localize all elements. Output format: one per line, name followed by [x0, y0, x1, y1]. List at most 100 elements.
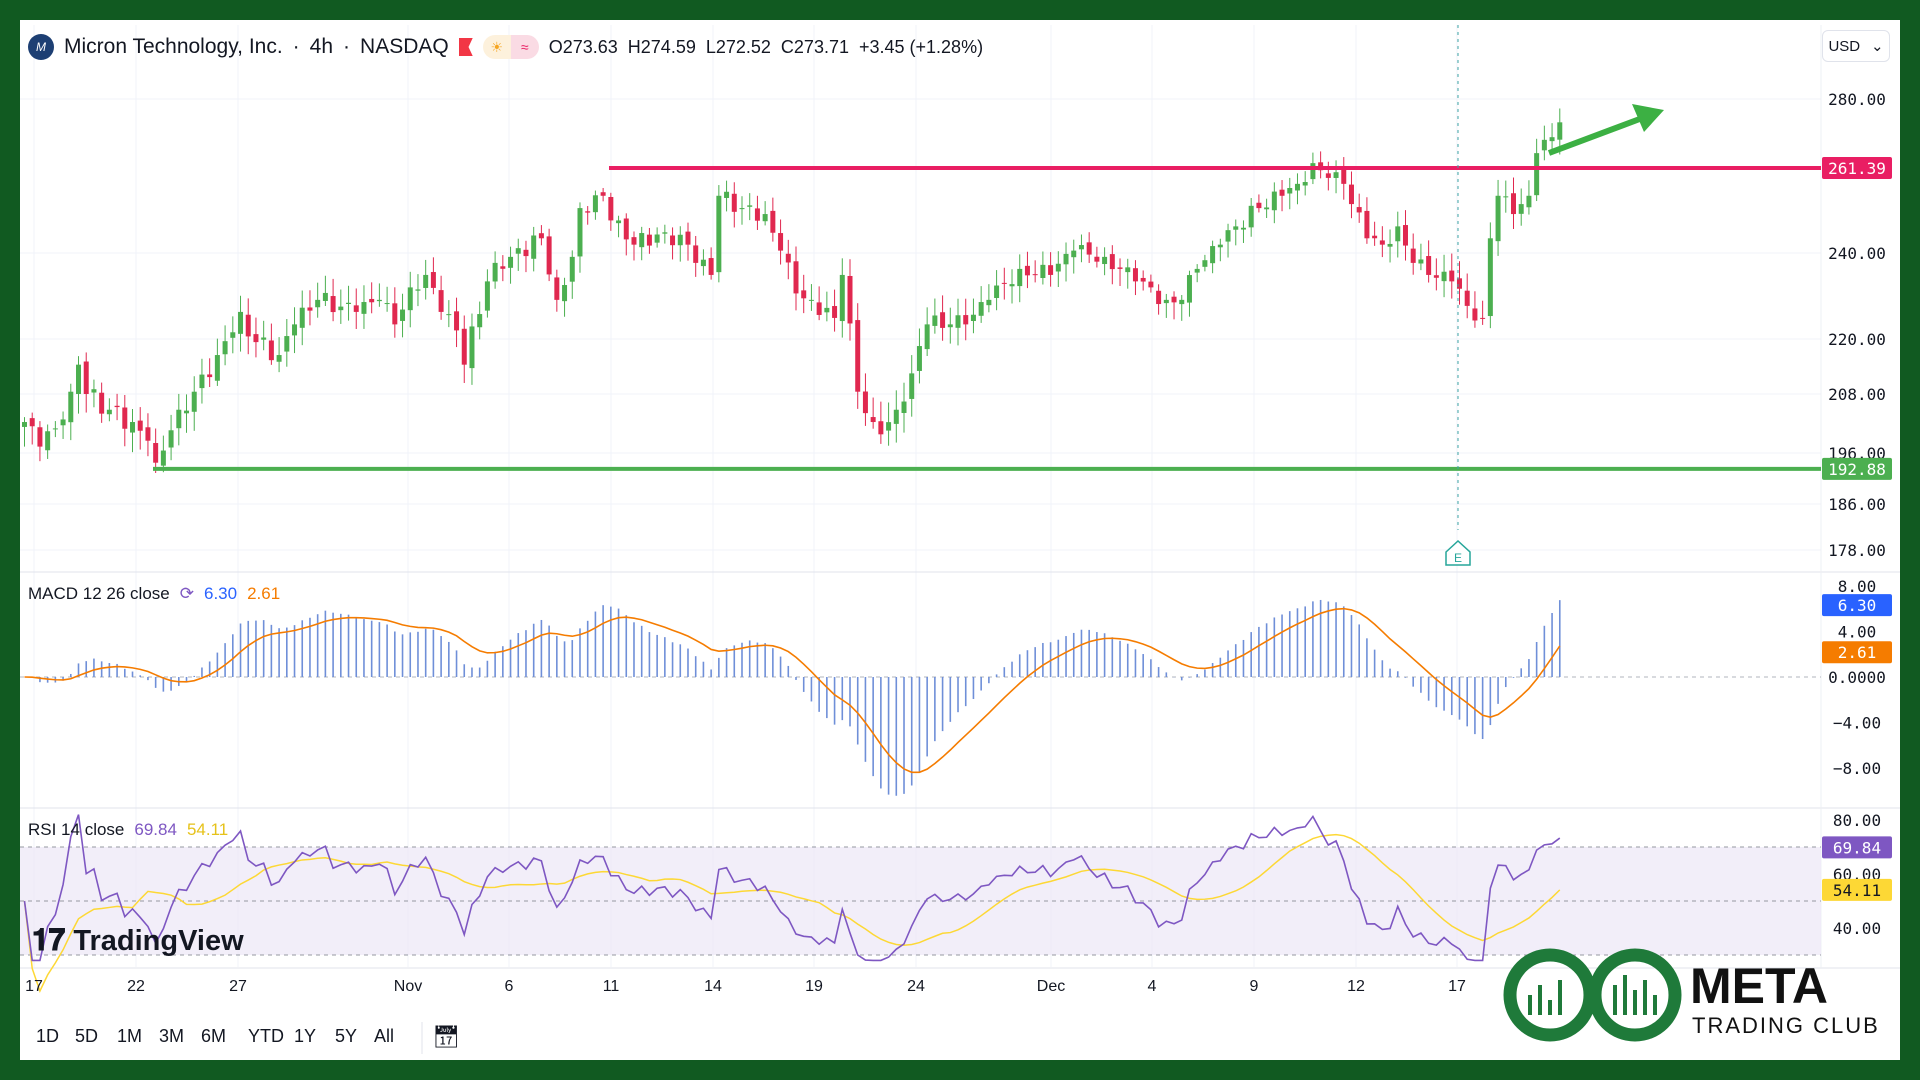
candle-body	[1402, 225, 1408, 246]
candle-body	[878, 421, 884, 435]
candle-body	[616, 220, 622, 224]
candle-body	[515, 248, 521, 254]
time-label: Nov	[393, 978, 423, 995]
time-label: 27	[229, 978, 247, 995]
resistance-price-tag-bg	[1822, 157, 1892, 179]
candle-body	[1210, 246, 1216, 264]
time-label: 4	[1147, 978, 1157, 995]
candle-body	[855, 320, 861, 392]
candle-body	[461, 328, 467, 365]
candle-body	[400, 309, 406, 321]
interval[interactable]: 4h	[309, 35, 334, 58]
range-button-1m[interactable]: 1M	[117, 1026, 143, 1046]
candle-body	[1518, 204, 1524, 214]
candle-body	[376, 299, 382, 302]
time-label: 17	[1448, 978, 1466, 995]
candle-body	[1040, 264, 1046, 279]
candle-body	[214, 355, 220, 381]
candle-body	[222, 341, 228, 355]
currency-select[interactable]: USD ⌄	[1822, 30, 1890, 62]
candle-body	[1271, 191, 1277, 211]
flag-icon[interactable]	[458, 38, 473, 56]
candle-body	[1063, 253, 1069, 265]
candle-body	[407, 287, 413, 311]
candle-body	[1503, 196, 1509, 198]
candle-body	[1410, 248, 1416, 263]
candle-body	[191, 391, 197, 412]
time-label: 24	[907, 978, 925, 995]
session-indicator[interactable]: ☀ ≈	[482, 35, 539, 59]
candle-body	[99, 392, 105, 414]
candle-body	[1341, 169, 1347, 184]
candle-body	[1495, 195, 1501, 242]
price-tick: 186.00	[1828, 495, 1886, 514]
candle-body	[808, 299, 814, 301]
price-tick: 240.00	[1828, 244, 1886, 263]
resistance-price-tag: 261.39	[1828, 159, 1886, 178]
candle-body	[238, 311, 244, 334]
candle-body	[554, 277, 560, 300]
rsi-tick: 40.00	[1833, 919, 1881, 938]
range-button-6m[interactable]: 6M	[201, 1026, 227, 1046]
candle-body	[37, 427, 43, 447]
candle-body	[1071, 250, 1077, 258]
candle-body	[994, 285, 1000, 299]
calendar-goto-icon[interactable]: 📅︎	[432, 1024, 460, 1049]
macd-value: 6.30	[203, 584, 238, 603]
candle-body	[330, 296, 336, 313]
candle-body	[816, 302, 822, 315]
macd-legend[interactable]: MACD 12 26 close ⟳ 6.30 2.61	[28, 584, 280, 604]
symbol-name[interactable]: Micron Technology, Inc.	[64, 35, 283, 58]
candle-body	[415, 289, 421, 291]
candle-body	[662, 232, 668, 234]
candle-body	[1557, 122, 1563, 140]
time-label: 12	[1347, 978, 1365, 995]
signal-value-tag: 2.61	[1838, 643, 1877, 662]
candle-body	[631, 237, 637, 245]
range-button-5d[interactable]: 5D	[75, 1026, 99, 1046]
candle-body	[492, 262, 498, 282]
range-button-1d[interactable]: 1D	[36, 1026, 60, 1046]
candle-body	[52, 428, 58, 430]
candle-body	[253, 334, 259, 343]
candle-body	[292, 324, 298, 336]
candle-body	[646, 234, 652, 246]
range-button-all[interactable]: All	[374, 1026, 395, 1046]
candle-body	[184, 410, 190, 414]
candle-body	[801, 290, 807, 299]
candle-body	[60, 419, 66, 426]
candle-body	[322, 292, 328, 301]
candle-body	[1148, 281, 1154, 288]
range-button-5y[interactable]: 5Y	[335, 1026, 358, 1046]
range-button-1y[interactable]: 1Y	[294, 1026, 317, 1046]
candle-body	[1510, 193, 1516, 215]
candle-body	[1256, 202, 1262, 209]
range-button-3m[interactable]: 3M	[159, 1026, 185, 1046]
candle-body	[778, 233, 784, 251]
candle-body	[1333, 172, 1339, 178]
candle-body	[384, 303, 390, 305]
candle-body	[909, 373, 915, 399]
rsi-legend[interactable]: RSI 14 close 69.84 54.11	[28, 820, 228, 840]
macd-tick: −8.00	[1833, 759, 1881, 778]
candle-body	[670, 235, 676, 246]
candle-body	[1225, 230, 1231, 242]
chevron-down-icon: ⌄	[1870, 38, 1884, 55]
candle-body	[1163, 299, 1169, 304]
candle-body	[1549, 137, 1555, 142]
exchange: NASDAQ	[360, 35, 449, 58]
candle-body	[91, 389, 97, 393]
candle-body	[430, 272, 436, 288]
candle-body	[145, 427, 151, 441]
candle-body	[199, 374, 205, 389]
candle-body	[1125, 267, 1131, 273]
candle-body	[731, 193, 737, 212]
candle-body	[523, 249, 529, 257]
candle-body	[762, 214, 768, 222]
candle-body	[446, 314, 452, 316]
candle-body	[1541, 139, 1547, 151]
range-button-ytd[interactable]: YTD	[248, 1026, 284, 1046]
refresh-icon[interactable]: ⟳	[179, 584, 194, 603]
tv-logo-icon: 𝟏𝟕	[32, 924, 66, 957]
